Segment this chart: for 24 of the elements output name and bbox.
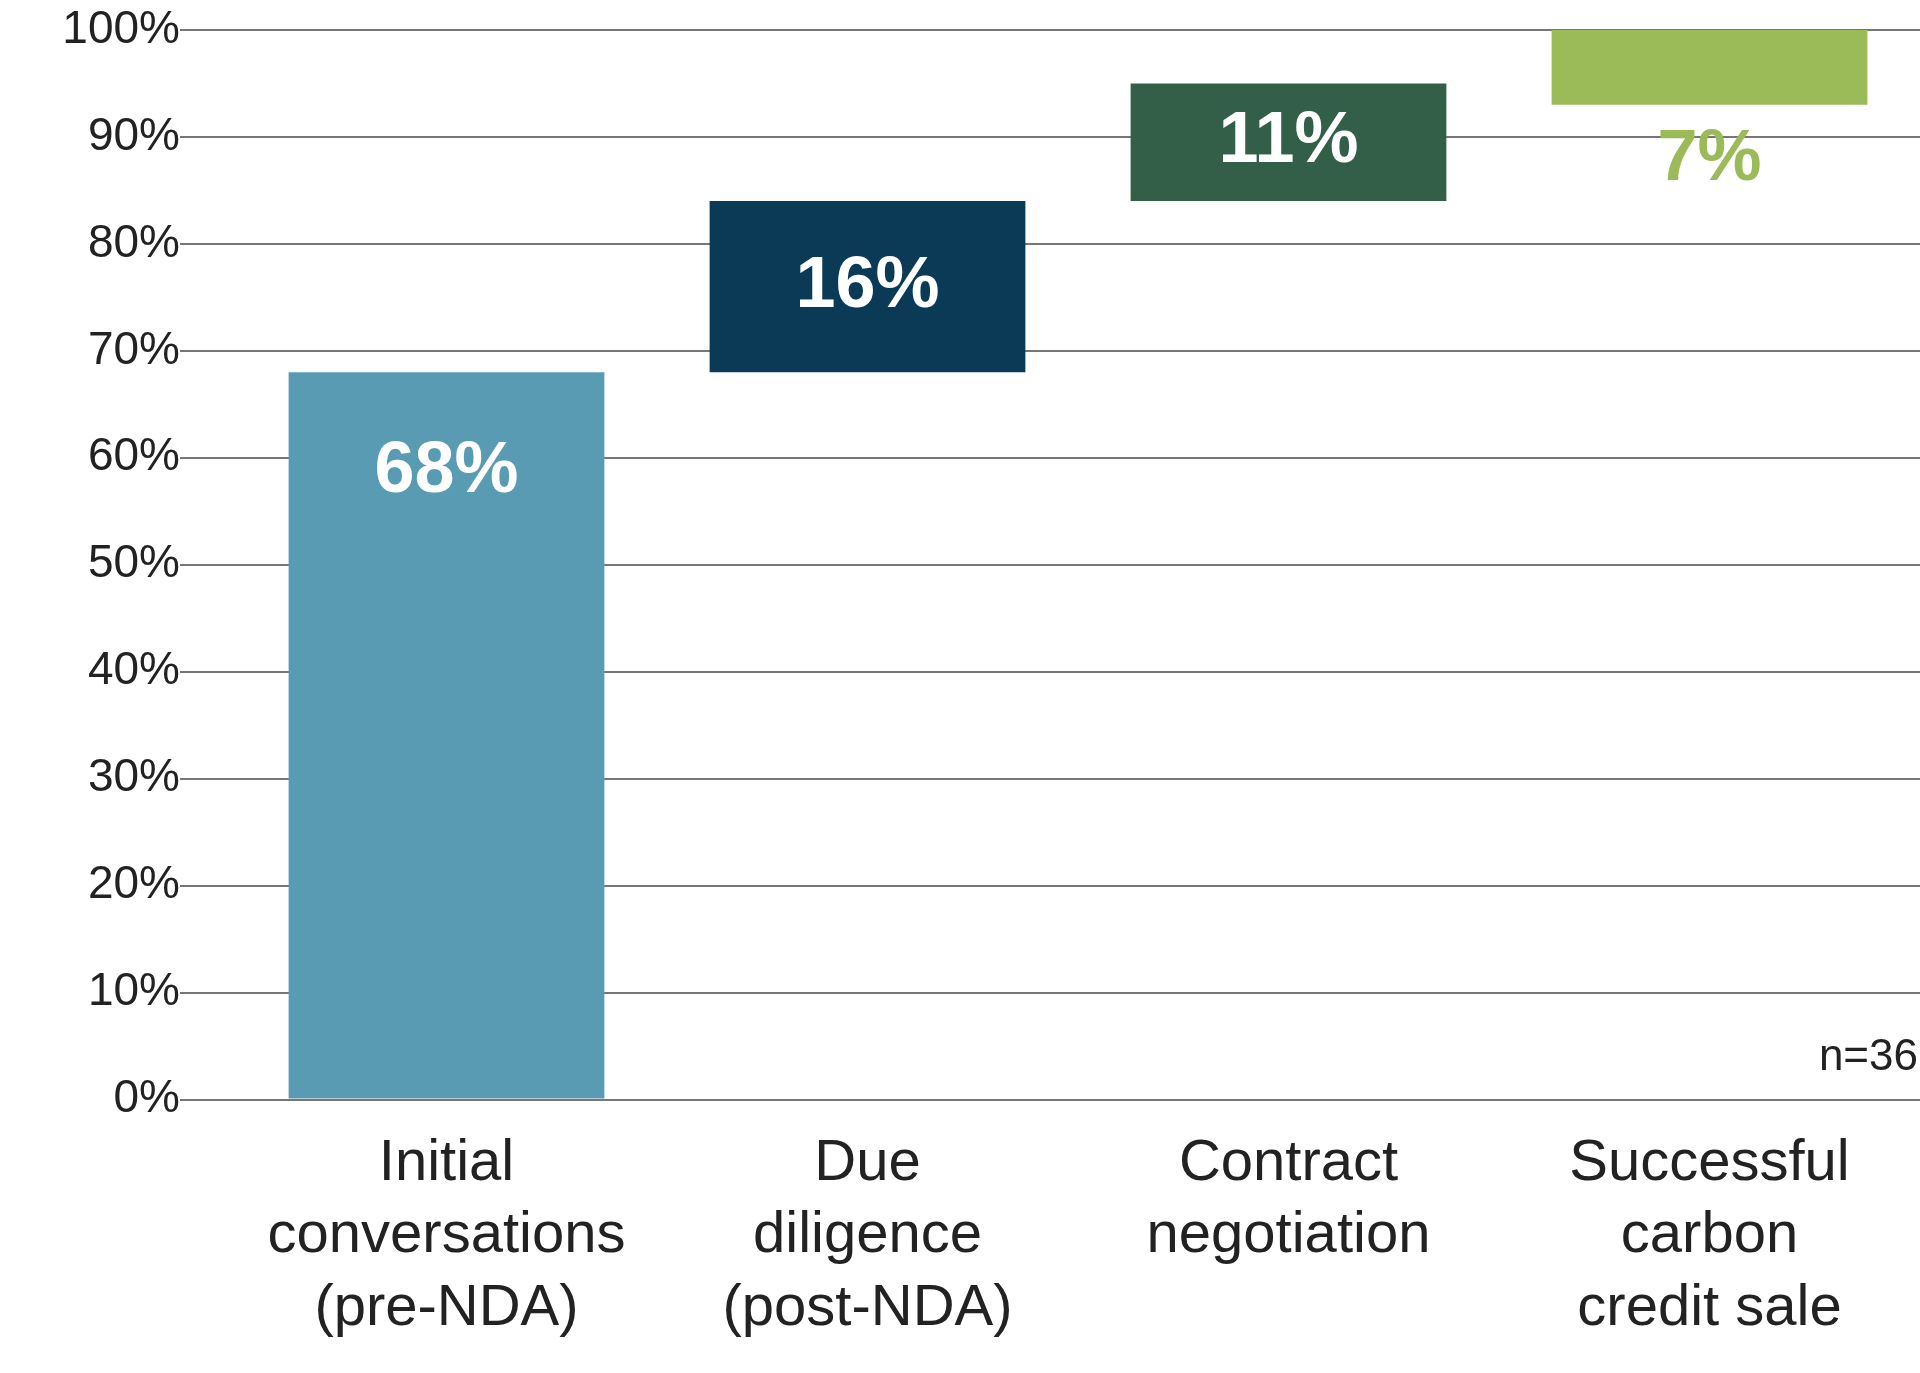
y-tick-label: 40%	[87, 642, 180, 695]
y-tick-label: 0%	[113, 1070, 180, 1123]
data-label: 7%	[1657, 114, 1762, 195]
y-tick-label: 60%	[87, 428, 180, 481]
data-label: 16%	[795, 241, 940, 322]
y-tick-label: 20%	[87, 856, 180, 909]
y-tick-label: 10%	[87, 963, 180, 1016]
x-tick-label: Contract negotiation	[1146, 1126, 1431, 1265]
x-tick-label: Successful carbon credit sale	[1569, 1126, 1850, 1337]
data-label: 68%	[374, 427, 519, 508]
y-tick-label: 80%	[87, 214, 180, 267]
y-tick-label: 100%	[62, 0, 180, 53]
y-tick-label: 70%	[87, 321, 180, 374]
bar	[1130, 83, 1447, 202]
bar	[709, 201, 1026, 373]
annotation: n=36	[1818, 1029, 1918, 1079]
bar	[288, 372, 605, 1099]
data-label: 11%	[1218, 97, 1359, 178]
bar	[1551, 30, 1868, 105]
x-tick-label: Due diligence (post-NDA)	[722, 1126, 1013, 1337]
y-tick-label: 50%	[87, 535, 180, 588]
x-tick-label: Initial conversations (pre-NDA)	[267, 1126, 626, 1337]
y-tick-label: 30%	[87, 749, 180, 802]
y-tick-label: 90%	[87, 107, 180, 160]
